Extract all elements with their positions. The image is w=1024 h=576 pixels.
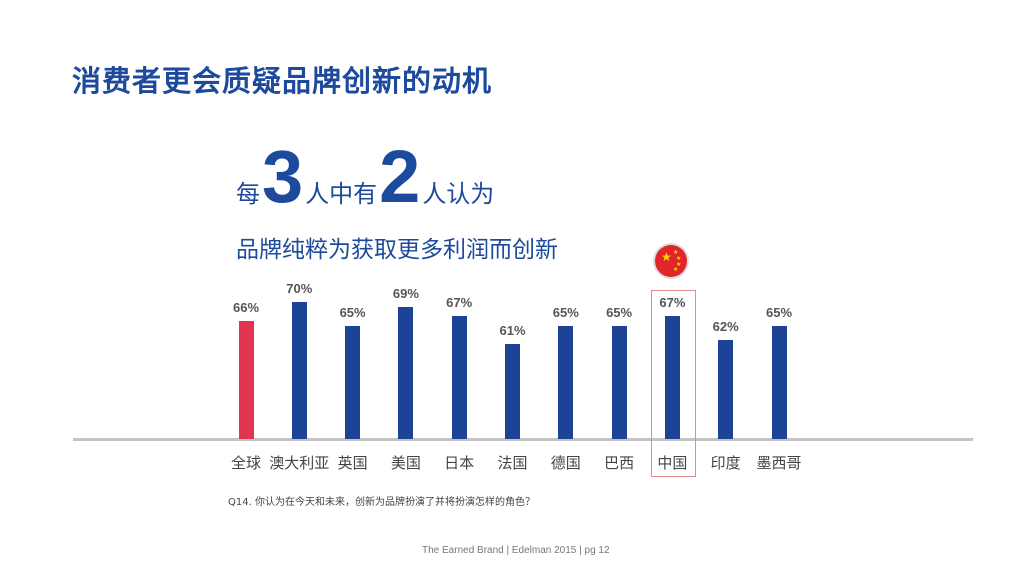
bar-5 [505,344,520,439]
headline-line2: 品牌纯粹为获取更多利润而创新 [236,237,558,263]
bar-1 [291,302,307,439]
value-label: 67% [446,295,473,311]
headline-num1: 3 [262,135,304,218]
headline-mid: 人中有 [305,180,378,208]
value-label: 65% [339,304,366,320]
value-label: 65% [606,304,633,320]
category-label: 墨西哥 [756,454,802,472]
value-label: 67% [659,295,686,311]
page-title: 消费者更会质疑品牌创新的动机 [72,64,493,98]
headline-pre: 每 [236,180,260,208]
category-label: 法国 [497,454,528,472]
value-label: 70% [286,281,313,297]
value-label: 69% [392,285,419,301]
headline: 每 3 人中有 2 人认为 [236,135,495,218]
value-label: 66% [232,299,260,315]
value-label: 65% [552,304,579,320]
category-label: 英国 [337,454,368,472]
category-label: 巴西 [604,454,635,472]
bar-7 [611,325,627,439]
category-label: 澳大利亚 [269,454,330,472]
footer: The Earned Brand | Edelman 2015 | pg 12 [422,545,610,556]
bar-3 [398,306,414,439]
headline-num2: 2 [379,135,421,218]
category-label: 日本 [444,454,475,472]
bar-10 [771,325,787,439]
value-label: 62% [712,318,739,334]
x-axis-line [73,438,973,441]
bar-8 [664,316,680,439]
bar-9 [718,339,734,439]
category-label: 中国 [657,454,688,472]
bar-2 [345,325,361,439]
china-flag-icon: ★ ★ ★ ★ ★ [655,245,687,277]
category-label: 全球 [230,454,261,472]
value-label: 65% [765,304,793,320]
bar-0 [238,320,254,439]
question-note: Q14. 你认为在今天和未来，创新为品牌扮演了并将扮演怎样的角色？ [228,497,535,508]
china-highlight-box [651,290,696,477]
category-label: 美国 [390,454,421,472]
value-label: 61% [499,323,526,339]
headline-post: 人认为 [422,180,495,208]
bar-6 [558,325,574,439]
category-label: 印度 [710,454,741,472]
category-label: 德国 [550,454,581,472]
bar-4 [451,316,467,439]
